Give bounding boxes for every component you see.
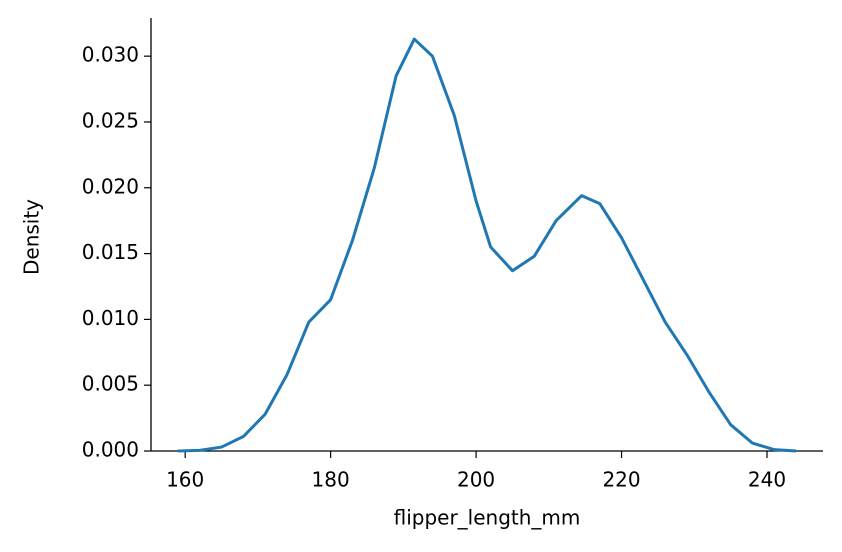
x-tick-label: 160 xyxy=(166,468,204,492)
density-line xyxy=(177,37,797,453)
y-tick-label: 0.015 xyxy=(82,240,139,264)
x-tick-label: 180 xyxy=(312,468,350,492)
x-axis-label: flipper_length_mm xyxy=(394,506,581,530)
y-axis-label: Density xyxy=(20,199,44,275)
x-tick-label: 200 xyxy=(457,468,495,492)
y-tick-label: 0.010 xyxy=(82,306,139,330)
y-tick-label: 0.025 xyxy=(82,108,139,132)
y-tick-label: 0.000 xyxy=(82,438,139,462)
y-tick-label: 0.030 xyxy=(82,43,139,67)
y-tick-label: 0.005 xyxy=(82,372,139,396)
x-tick-label: 220 xyxy=(602,468,640,492)
y-tick-label: 0.020 xyxy=(82,174,139,198)
x-tick-label: 240 xyxy=(748,468,786,492)
